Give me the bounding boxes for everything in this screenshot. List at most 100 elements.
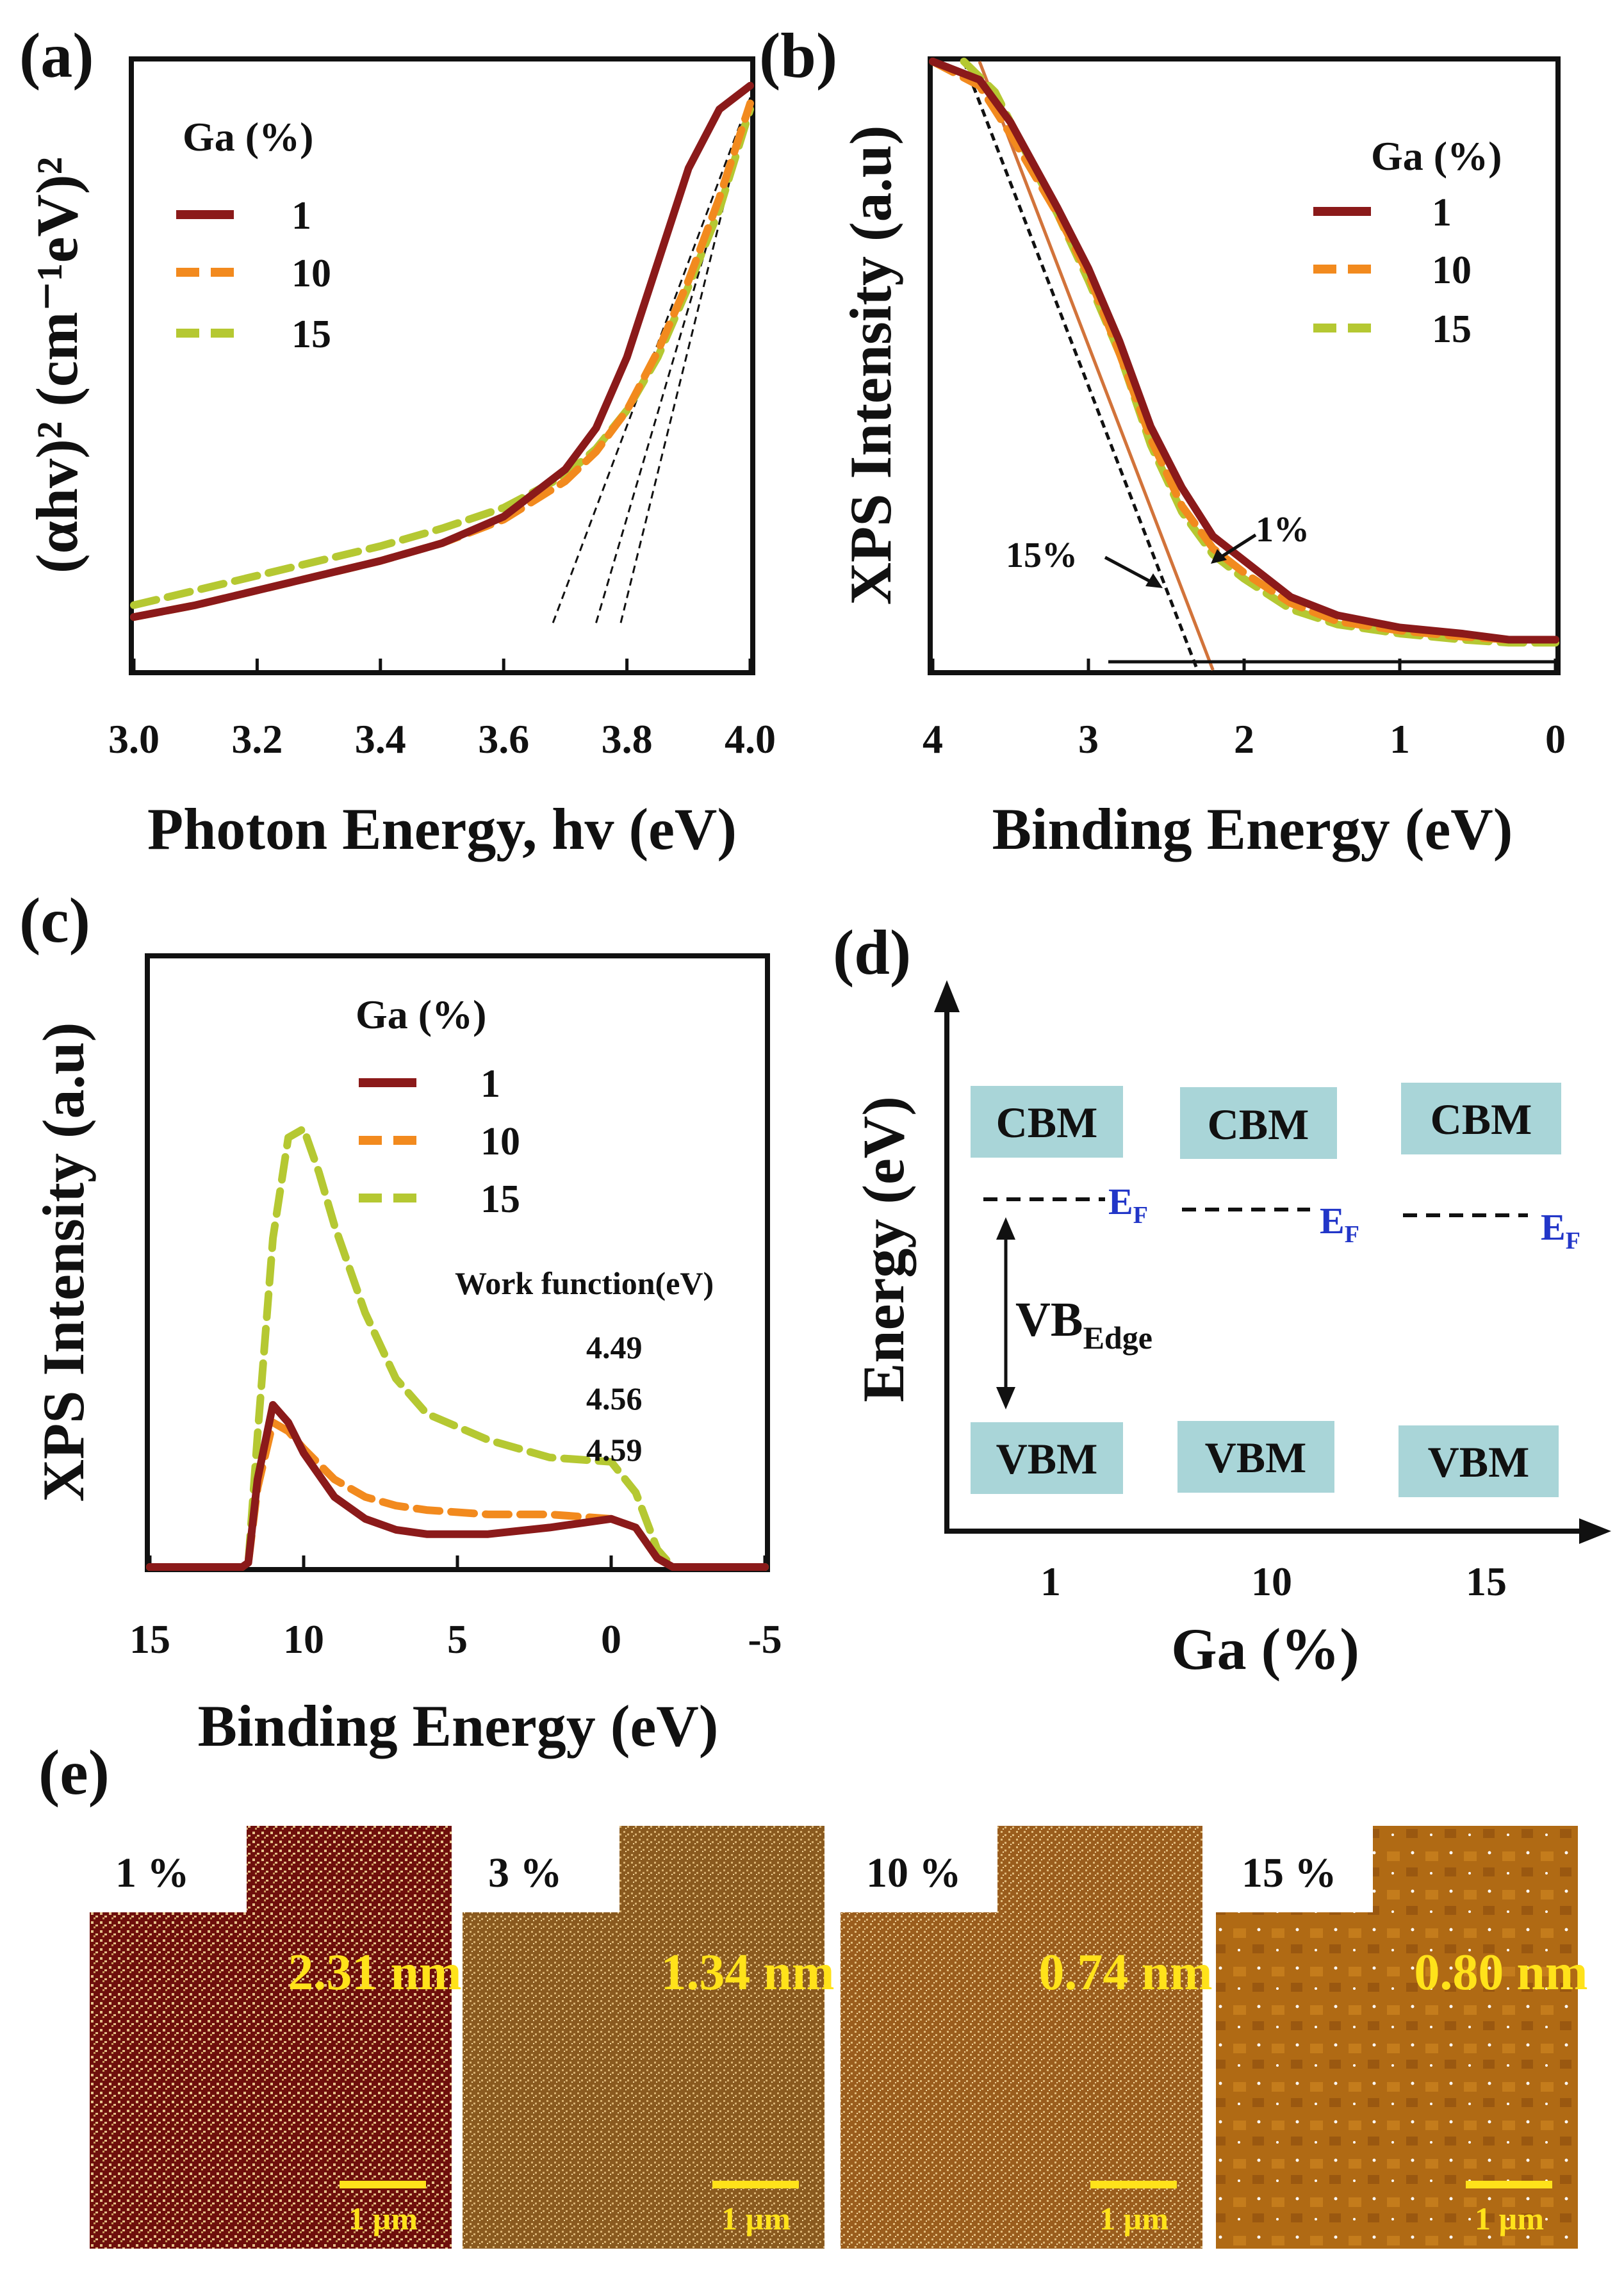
- afm-ga-label: 1 %: [115, 1850, 190, 1896]
- vbm-label-1: VBM: [996, 1434, 1098, 1483]
- x-tick-d-1: 1: [1040, 1559, 1061, 1604]
- x-axis-title-a: Photon Energy, hv (eV): [147, 796, 737, 862]
- column-1: CBM EF VBEdge VBM: [971, 1086, 1152, 1494]
- x-tick-label-c-0: 15: [129, 1616, 170, 1662]
- vb-edge-arrowhead-bottom: [996, 1387, 1015, 1409]
- x-tick-d-15: 15: [1466, 1559, 1507, 1604]
- x-tick-label-c-2: 5: [447, 1616, 468, 1662]
- x-axis-title-b: Binding Energy (eV): [992, 796, 1513, 862]
- plot-area-b: [929, 58, 1559, 671]
- vbm-box-1: [971, 1422, 1123, 1494]
- afm-label-box: [463, 1826, 619, 1912]
- x-tick-label-b-3: 1: [1390, 716, 1410, 762]
- cbm-label-1: CBM: [996, 1098, 1098, 1147]
- afm-roughness-value: 2.31 nm: [288, 1944, 461, 2001]
- vb-edge-arrowhead-top: [996, 1217, 1015, 1240]
- x-ticks-a: 3.0 3.2 3.4 3.6 3.8 4.0: [108, 716, 776, 762]
- series-line-c-ga10: [146, 1418, 769, 1571]
- afm-image-2: 3 % 1.34 nm 1 µm: [463, 1826, 835, 2249]
- x-tick-label-a-0: 3.0: [108, 716, 160, 762]
- x-tick-label-a-5: 4.0: [725, 716, 776, 762]
- y-axis-title-a: (αhv)² (cm⁻¹eV)²: [24, 157, 90, 573]
- x-tick-label-b-0: 4: [923, 716, 943, 762]
- plot-area-c: [146, 1125, 769, 1571]
- vbm-box-15: [1398, 1425, 1559, 1497]
- x-tick-d-10: 10: [1251, 1559, 1292, 1604]
- vb-edge-label: VBEdge: [1015, 1293, 1152, 1356]
- y-axis-arrow-d: [934, 980, 960, 1012]
- ef-label-1: EF: [1108, 1181, 1148, 1229]
- panel-c: (c) 15 10 5 0 -5 Binding Energy (eV) XPS Int…: [19, 885, 782, 1759]
- afm-image-4: 15 % 0.80 nm 1 µm: [1216, 1826, 1588, 2249]
- panel-d: (d) Energy (eV) Ga (%) CBM EF VBEdge VBM…: [833, 917, 1611, 1682]
- vbm-box-10: [1177, 1421, 1334, 1493]
- column-10: CBM EF VBM: [1177, 1087, 1359, 1493]
- legend-label-a-15: 15: [291, 313, 331, 356]
- fit-line-b-0: [962, 61, 1199, 671]
- x-axis-arrow-d: [1579, 1518, 1611, 1544]
- x-tick-label-c-4: -5: [748, 1616, 782, 1662]
- afm-image-3: 10 % 0.74 nm 1 µm: [841, 1826, 1213, 2249]
- plot-frame-b: [928, 56, 1561, 675]
- x-tick-label-a-4: 3.8: [602, 716, 653, 762]
- work-function-10: 4.56: [586, 1381, 643, 1416]
- legend-label-c-15: 15: [480, 1178, 520, 1221]
- afm-label-box: [841, 1826, 997, 1912]
- afm-ga-label: 10 %: [866, 1850, 962, 1896]
- ef-label-15: EF: [1541, 1206, 1580, 1254]
- legend-title-a: Ga (%): [183, 114, 313, 160]
- afm-scale-label: 1 µm: [349, 2201, 418, 2236]
- x-tick-label-c-1: 10: [283, 1616, 324, 1662]
- y-axis-title-c: XPS Intensity (a.u): [31, 1022, 96, 1502]
- x-axis-title-d: Ga (%): [1171, 1616, 1359, 1682]
- fit-line-b-1: [978, 61, 1215, 671]
- annotation-15pct: 15%: [1006, 536, 1078, 575]
- vbm-label-10: VBM: [1205, 1433, 1307, 1482]
- afm-scale-label: 1 µm: [721, 2201, 791, 2236]
- y-axis-title-b: XPS Intensity (a.u): [838, 126, 903, 605]
- cbm-label-10: CBM: [1208, 1100, 1309, 1149]
- legend-label-a-10: 10: [291, 252, 331, 295]
- fit-line-a-1: [595, 97, 751, 623]
- afm-image-1: 1 % 2.31 nm 1 µm: [90, 1826, 462, 2249]
- arrowhead-1pct: [1211, 549, 1227, 564]
- cbm-box-15: [1401, 1083, 1561, 1154]
- x-tick-label-c-3: 0: [601, 1616, 621, 1662]
- x-ticks-c: 15 10 5 0 -5: [129, 1616, 782, 1662]
- x-tick-label-b-1: 3: [1078, 716, 1099, 762]
- work-function-title: Work function(eV): [455, 1265, 714, 1301]
- legend-title-c: Ga (%): [356, 992, 486, 1037]
- fit-line-a-2: [619, 97, 751, 623]
- vbm-label-15: VBM: [1428, 1438, 1530, 1486]
- legend-title-b: Ga (%): [1371, 133, 1502, 179]
- x-tick-label-a-1: 3.2: [231, 716, 283, 762]
- afm-roughness-value: 0.74 nm: [1038, 1944, 1212, 2001]
- fit-line-a-0: [552, 97, 751, 623]
- legend-label-b-15: 15: [1432, 308, 1472, 351]
- series-line-c-ga1: [146, 1400, 769, 1571]
- x-tick-label-a-2: 3.4: [355, 716, 406, 762]
- panel-a: (a) 3.0 3.2 3.4 3.6 3.8 4.0 Photon Energy, hv…: [19, 20, 776, 862]
- legend-label-c-10: 10: [480, 1120, 520, 1163]
- cbm-label-15: CBM: [1431, 1095, 1532, 1144]
- x-tick-label-b-4: 0: [1545, 716, 1566, 762]
- afm-ga-label: 3 %: [488, 1850, 562, 1896]
- legend-c: Ga (%) 1 10 15: [356, 992, 520, 1221]
- plot-frame-c: [145, 953, 770, 1572]
- cbm-box-1: [971, 1086, 1123, 1158]
- legend-label-b-1: 1: [1432, 191, 1452, 234]
- annotation-arrow-15pct: [1104, 555, 1154, 585]
- afm-scale-label: 1 µm: [1475, 2201, 1544, 2236]
- legend-label-b-10: 10: [1432, 249, 1472, 292]
- legend-a: Ga (%) 1 10 15: [176, 114, 331, 356]
- column-15: CBM EF VBM: [1398, 1083, 1580, 1497]
- panel-label-d: (d): [833, 917, 911, 988]
- afm-ga-label: 15 %: [1242, 1850, 1337, 1896]
- work-function-15: 4.59: [586, 1432, 643, 1468]
- arrowhead-15pct: [1145, 573, 1163, 588]
- series-line-a-ga1: [130, 81, 754, 621]
- legend-label-a-1: 1: [291, 194, 311, 238]
- afm-scale-label: 1 µm: [1099, 2201, 1169, 2236]
